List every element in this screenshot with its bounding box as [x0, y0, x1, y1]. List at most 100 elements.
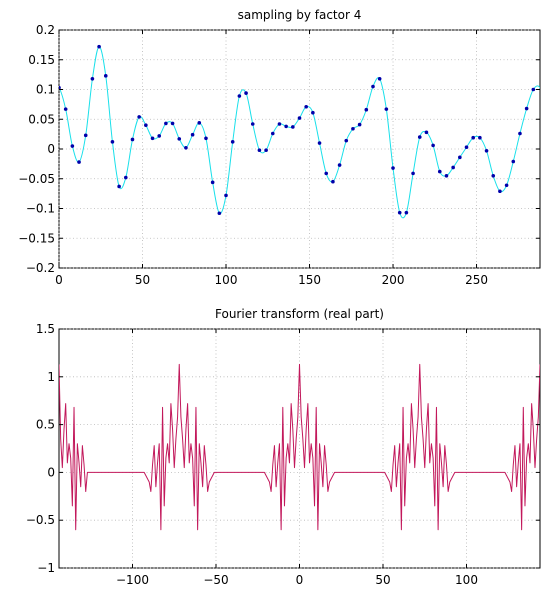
sample-point [250, 122, 255, 126]
sample-point [331, 179, 335, 184]
sample-point [491, 173, 496, 178]
sample-point [124, 175, 128, 180]
sample-point [237, 94, 242, 98]
y-tick-label: 0.2 [36, 23, 55, 37]
sample-point [504, 183, 509, 188]
sample-point [371, 84, 375, 89]
sample-point [230, 140, 235, 144]
sample-point [518, 131, 522, 136]
sample-point [291, 125, 295, 129]
x-tick-label: 100 [215, 273, 238, 287]
y-tick-label: −0.15 [18, 231, 55, 245]
sample-point [59, 85, 61, 90]
sample-point [484, 148, 489, 153]
y-tick-label: 0.15 [28, 53, 55, 67]
sample-point [130, 137, 135, 142]
y-tick-label: 0.05 [28, 112, 55, 126]
sample-point [317, 141, 322, 145]
x-tick-label: 0 [55, 273, 63, 287]
x-tick-label: 100 [455, 573, 478, 587]
sample-point [404, 210, 409, 215]
x-tick-label: −100 [116, 573, 149, 587]
sample-point [337, 163, 342, 167]
sample-point [157, 134, 162, 138]
sample-point [417, 135, 422, 139]
x-tick-label: 200 [382, 273, 405, 287]
sample-point [524, 106, 529, 111]
sample-point [377, 76, 382, 81]
x-tick-label: 150 [298, 273, 321, 287]
x-tick-label: 50 [375, 573, 390, 587]
sample-point [284, 124, 288, 129]
y-tick-label: 0 [47, 142, 55, 156]
sample-point [77, 160, 81, 164]
x-tick-label: 0 [296, 573, 304, 587]
sample-point [451, 165, 455, 170]
y-tick-label: −0.1 [26, 202, 55, 216]
sample-point [464, 145, 469, 150]
sample-point [424, 130, 429, 135]
sample-point [297, 116, 302, 120]
sample-point [150, 136, 155, 141]
sample-point [184, 146, 188, 150]
sample-point [364, 107, 369, 112]
x-tick-label: −50 [203, 573, 228, 587]
sample-point [270, 131, 275, 136]
sample-point [397, 210, 402, 215]
sample-point [197, 121, 202, 125]
fourier-plot: −100 −50 0 50 100 −1 −0.5 0 0.5 1 1.5 Fourier tran… [26, 307, 541, 587]
sample-point [478, 135, 482, 140]
sample-point [304, 104, 308, 109]
sample-point [217, 211, 222, 216]
sample-point [511, 159, 516, 164]
sample-point [110, 140, 115, 144]
sample-point [210, 180, 215, 185]
sample-point [384, 107, 389, 111]
sample-point [357, 122, 362, 127]
sample-point [144, 123, 148, 127]
sample-point [351, 126, 355, 131]
sample-point [391, 166, 395, 170]
sample-point [311, 110, 315, 115]
sample-point [164, 121, 168, 126]
sample-point [344, 138, 349, 143]
sample-point [224, 193, 228, 198]
sample-point [264, 148, 268, 152]
y-tick-label: 0 [47, 465, 55, 479]
sample-point [498, 189, 502, 194]
y-tick-label: 0.5 [36, 418, 55, 432]
sample-point [117, 184, 121, 189]
sample-point [277, 122, 282, 126]
sample-point [458, 155, 462, 160]
sample-point [444, 173, 449, 178]
sample-point [257, 148, 262, 152]
y-tick-label: −1 [37, 561, 55, 575]
sample-point [204, 136, 208, 141]
sample-point [83, 133, 88, 138]
plot-title: sampling by factor 4 [238, 8, 362, 22]
sample-point [90, 76, 95, 81]
y-tick-label: −0.05 [18, 172, 55, 186]
sample-point [177, 137, 182, 141]
sample-point [471, 135, 475, 140]
x-tick-label: 50 [135, 273, 150, 287]
sample-point [324, 171, 329, 176]
sample-point [411, 171, 415, 176]
plot-frame [58, 29, 541, 269]
y-tick-label: 1 [47, 370, 55, 384]
sample-point [244, 91, 248, 95]
sample-point [437, 169, 442, 174]
y-tick-label: −0.5 [26, 513, 55, 527]
sample-point [70, 144, 75, 148]
sample-point [103, 74, 108, 78]
plot-title: Fourier transform (real part) [215, 307, 384, 321]
y-tick-label: 0.1 [36, 83, 55, 97]
sampling-plot: 0 50 100 150 200 250 −0.2 −0.15 −0.1 −0.05 0 0.05 0.… [18, 8, 541, 287]
fourier-real-line [59, 363, 540, 531]
sample-point [137, 115, 141, 119]
sample-point [97, 44, 101, 49]
sample-point [190, 132, 195, 137]
y-tick-label: 1.5 [36, 322, 55, 336]
x-tick-label: 250 [465, 273, 488, 287]
